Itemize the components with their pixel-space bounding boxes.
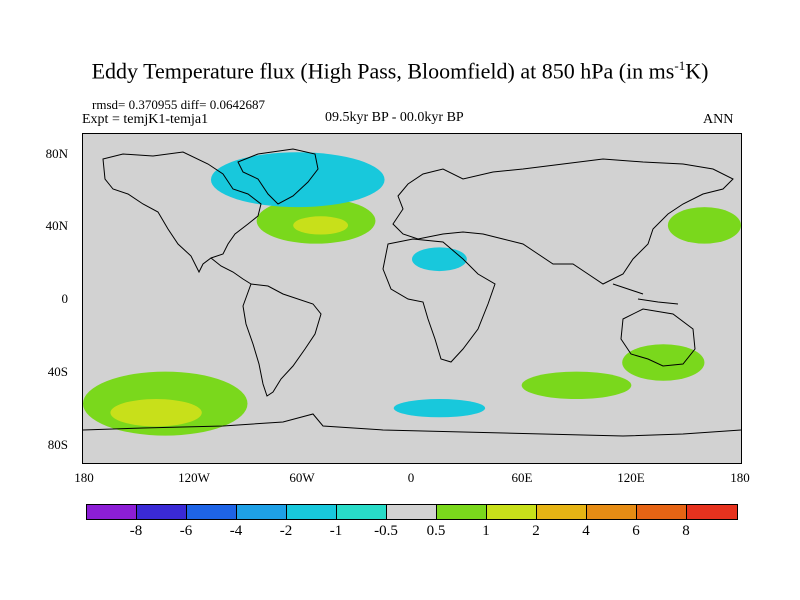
southeast-asia-islands xyxy=(612,283,679,305)
title-text: Eddy Temperature flux (High Pass, Bloomf… xyxy=(91,58,675,84)
colorbar-swatch xyxy=(387,505,437,519)
colorbar-label: 0.5 xyxy=(426,523,446,539)
lat-label: 80N xyxy=(45,146,68,161)
colorbar-label: -4 xyxy=(229,523,243,539)
north-pacific-positive-region xyxy=(667,207,741,244)
colorbar-swatch xyxy=(587,505,637,519)
title-suffix: K) xyxy=(685,58,709,84)
stats-text: rmsd= 0.370955 diff= 0.0642687 xyxy=(92,97,265,112)
australia-positive-region xyxy=(622,344,705,381)
lon-label: 120W xyxy=(178,470,210,485)
lon-label: 60W xyxy=(289,470,315,485)
africa-coast xyxy=(382,238,496,363)
map-title: Eddy Temperature flux (High Pass, Bloomf… xyxy=(0,58,800,84)
colorbar-label: -6 xyxy=(179,523,193,539)
lon-label: 120E xyxy=(617,470,645,485)
map-panel xyxy=(82,133,742,464)
coastlines xyxy=(83,148,741,437)
south-pacific-core-region xyxy=(110,399,202,427)
colorbar-label: -0.5 xyxy=(374,523,398,539)
colorbar-swatch xyxy=(237,505,287,519)
greenland-arctic-negative-region xyxy=(210,152,385,208)
colorbar-label: 8 xyxy=(682,523,690,539)
colorbar xyxy=(86,504,738,520)
colorbar-swatch xyxy=(187,505,237,519)
lat-label: 40N xyxy=(45,218,68,233)
season-label: ANN xyxy=(703,112,734,127)
colorbar-swatch xyxy=(287,505,337,519)
lat-label: 0 xyxy=(61,291,69,306)
lon-label: 180 xyxy=(74,470,94,485)
map-svg xyxy=(83,148,741,437)
north-africa-negative-region xyxy=(412,247,467,272)
north-america-coast xyxy=(102,151,262,274)
colorbar-swatch xyxy=(437,505,487,519)
colorbar-label: 6 xyxy=(632,523,640,539)
experiment-label: Expt = temjK1-temja1 xyxy=(82,112,209,127)
southern-ocean-negative-region xyxy=(393,399,486,418)
title-superscript: -1 xyxy=(674,58,686,73)
period-label: 09.5kyr BP - 00.0kyr BP xyxy=(325,110,464,125)
colorbar-swatch xyxy=(487,505,537,519)
colorbar-label: -1 xyxy=(329,523,343,539)
colorbar-label: 2 xyxy=(532,523,540,539)
central-america-coast xyxy=(210,257,252,285)
colorbar-swatch xyxy=(137,505,187,519)
colorbar-swatch xyxy=(637,505,687,519)
lon-label: 60E xyxy=(511,470,533,485)
colorbar-swatch xyxy=(687,505,737,519)
antarctica-coast xyxy=(83,413,741,437)
lat-label: 40S xyxy=(47,364,68,379)
lon-label: 0 xyxy=(407,470,415,485)
colorbar-label: -8 xyxy=(129,523,143,539)
north-atlantic-core-region xyxy=(293,216,349,235)
lat-label: 80S xyxy=(47,437,68,452)
greenland-coast xyxy=(237,148,319,205)
colorbar-swatch xyxy=(337,505,387,519)
colorbar-swatch xyxy=(537,505,587,519)
australia-coast xyxy=(620,308,696,367)
colorbar-label: -2 xyxy=(279,523,293,539)
colorbar-label: 4 xyxy=(582,523,590,539)
eurasia-coast xyxy=(392,158,734,285)
south-indian-positive-region xyxy=(521,371,632,400)
colorbar-label: 1 xyxy=(482,523,490,539)
lon-label: 180 xyxy=(730,470,750,485)
south-america-coast xyxy=(242,283,322,397)
colorbar-swatch xyxy=(87,505,137,519)
